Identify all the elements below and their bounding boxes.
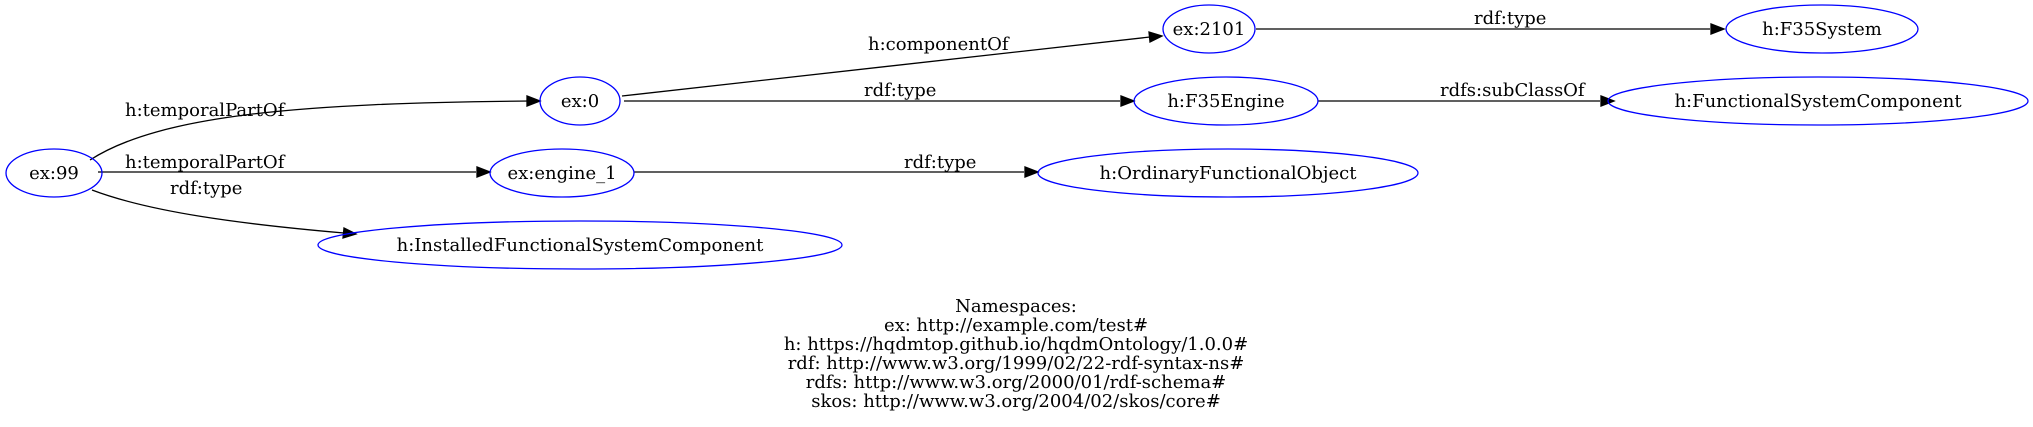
edge-f35engine-subclassof-fsc: rdfs:subClassOf (1318, 80, 1616, 107)
edge-label: rdf:type (904, 152, 976, 173)
edge-label: rdf:type (1474, 8, 1546, 29)
edge-label: rdfs:subClassOf (1440, 80, 1586, 101)
node-ex-engine-1: ex:engine_1 (489, 148, 635, 198)
arrowhead (476, 166, 492, 178)
namespace-line-h: h: https://hqdmtop.github.io/hqdmOntolog… (784, 334, 1248, 355)
node-ex-2101: ex:2101 (1162, 4, 1256, 54)
edge-ex0-type-f35engine: rdf:type (624, 80, 1136, 107)
node-h-installed-functional-system-component: h:InstalledFunctionalSystemComponent (317, 220, 843, 270)
node-label: h:InstalledFunctionalSystemComponent (397, 235, 764, 256)
node-ex-0: ex:0 (539, 76, 621, 126)
namespace-line-rdf: rdf: http://www.w3.org/1999/02/22-rdf-sy… (788, 353, 1245, 374)
namespaces-title: Namespaces: (955, 296, 1077, 317)
node-h-ordinary-functional-object: h:OrdinaryFunctionalObject (1037, 148, 1419, 198)
node-label: h:F35System (1762, 19, 1882, 40)
arrowhead (1148, 31, 1164, 44)
edge-ex0-componentof-ex2101: h:componentOf (621, 31, 1164, 97)
node-label: ex:2101 (1173, 19, 1246, 40)
node-label: h:FunctionalSystemComponent (1674, 91, 1962, 112)
edge-ex99-type-installed: rdf:type (91, 178, 358, 239)
arrowhead (1710, 23, 1726, 35)
namespace-line-rdfs: rdfs: http://www.w3.org/2000/01/rdf-sche… (806, 372, 1227, 393)
edge-label: rdf:type (170, 178, 242, 199)
arrowhead (526, 95, 542, 107)
node-h-f35system: h:F35System (1725, 4, 1919, 54)
edge-label: h:temporalPartOf (125, 152, 286, 173)
node-h-functional-system-component: h:FunctionalSystemComponent (1607, 76, 2029, 126)
node-h-f35engine: h:F35Engine (1133, 76, 1319, 126)
namespaces-legend: Namespaces: ex: http://example.com/test#… (784, 296, 1248, 412)
edge-label: h:temporalPartOf (125, 100, 286, 121)
edge-ex2101-type-f35system: rdf:type (1256, 8, 1726, 35)
edge-line (91, 189, 345, 234)
node-label: h:OrdinaryFunctionalObject (1100, 163, 1358, 184)
namespace-line-ex: ex: http://example.com/test# (884, 315, 1148, 336)
edge-ex99-temporalpartof-engine1: h:temporalPartOf (98, 152, 492, 178)
edge-ex99-temporalpartof-ex0: h:temporalPartOf (89, 95, 542, 161)
node-label: ex:99 (29, 163, 79, 184)
edge-label: rdf:type (864, 80, 936, 101)
arrowhead (1120, 95, 1136, 107)
node-label: h:F35Engine (1167, 91, 1284, 112)
edge-engine1-type-ofo: rdf:type (634, 152, 1040, 178)
namespace-line-skos: skos: http://www.w3.org/2004/02/skos/cor… (811, 391, 1221, 412)
arrowhead (1024, 166, 1040, 178)
edge-line (621, 36, 1151, 97)
node-label: ex:0 (561, 91, 599, 112)
edge-label: h:componentOf (868, 34, 1010, 55)
node-ex-99: ex:99 (5, 148, 103, 198)
edge-line (89, 100, 531, 161)
node-label: ex:engine_1 (507, 163, 616, 184)
